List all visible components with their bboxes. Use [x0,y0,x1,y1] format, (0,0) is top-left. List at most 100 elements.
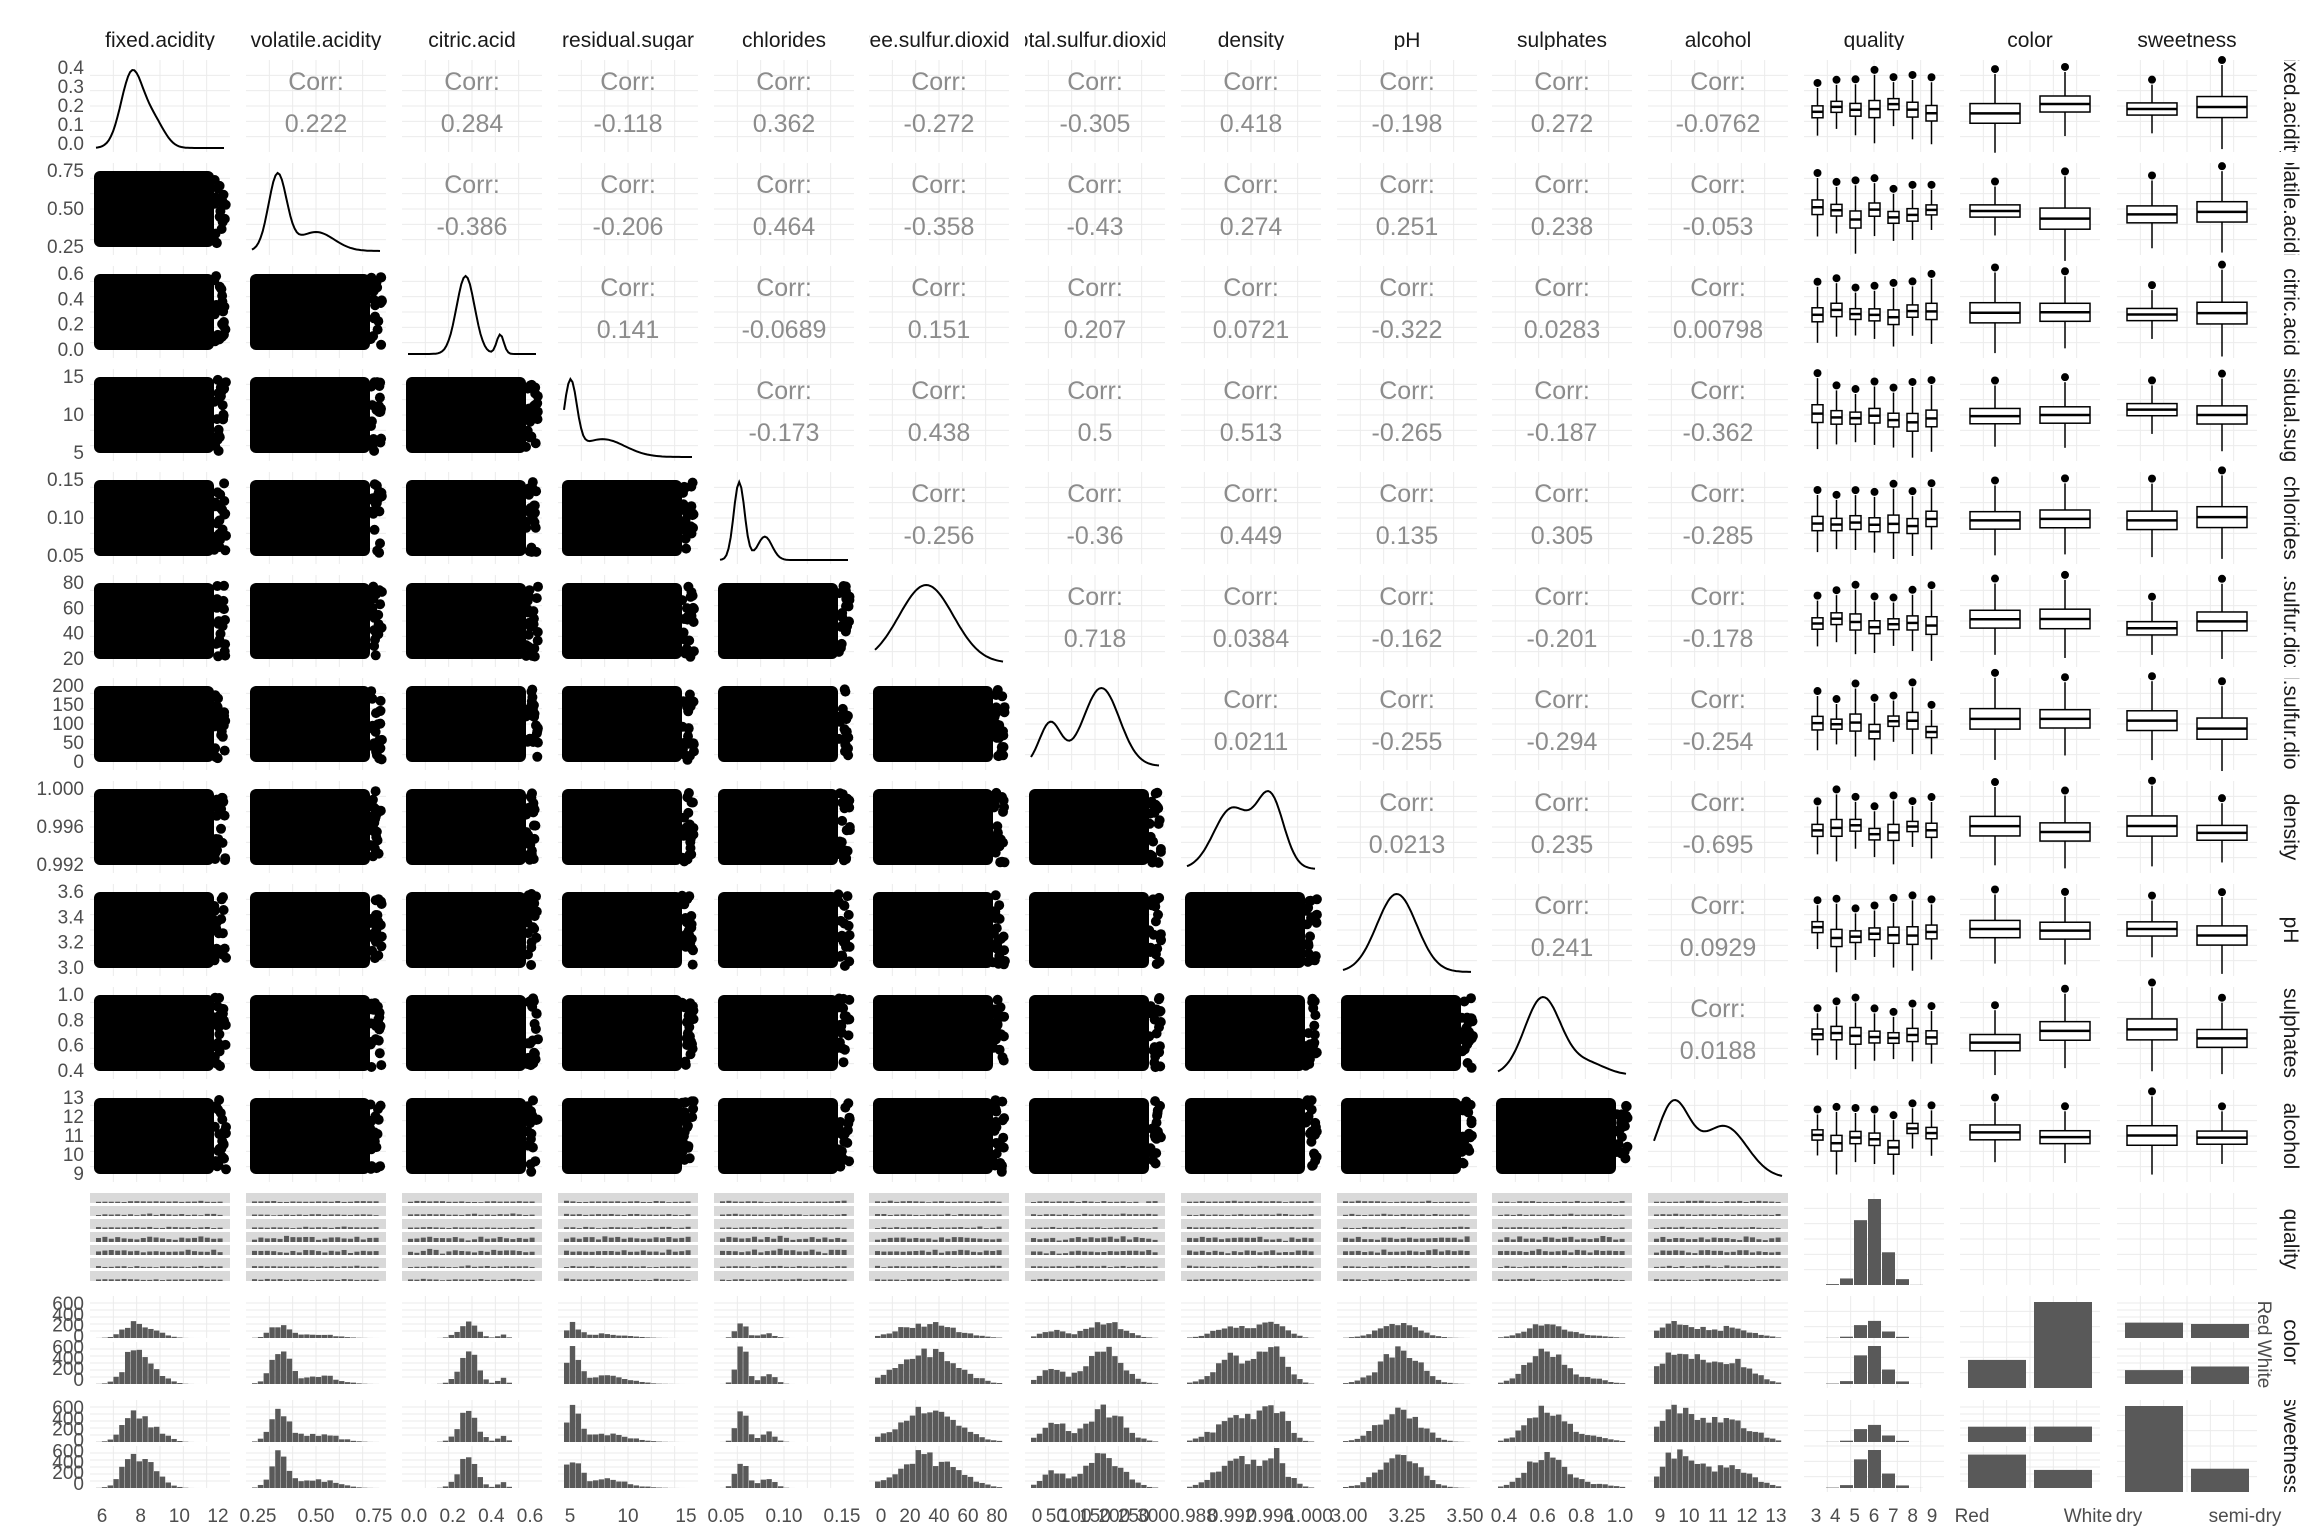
histogram-bar [875,1251,880,1255]
histogram-bar [1510,1202,1516,1203]
histogram-bar [1400,1251,1406,1255]
histogram-bar [1257,1236,1263,1242]
histogram-bar [1289,1266,1295,1268]
scatter-point [1462,1039,1473,1050]
histogram-bar [881,1214,887,1216]
panel [1804,266,1944,358]
panel [714,575,855,667]
scatter-point [677,595,688,606]
histogram-bar [108,1227,114,1229]
scatter-point [994,950,1005,961]
histogram-bar [134,1266,140,1268]
scatter-point [841,854,851,865]
histogram-bar [564,1213,569,1216]
scatter-cloud [1185,892,1305,968]
panel [1025,781,1166,873]
histogram-bar [777,1248,783,1255]
scatter-point [374,753,385,764]
facet-strip [558,1245,698,1255]
histogram-bar [764,1227,770,1229]
histogram-bar [1308,1238,1314,1242]
scatter-point [212,183,223,194]
histogram-bar [296,1266,302,1268]
histogram-bar [720,1266,725,1268]
corr-value: 0.135 [1376,522,1439,550]
histogram-bar [529,1214,535,1216]
histogram-bar [1394,1266,1400,1268]
row-header-label: residual.sugar [2279,349,2302,481]
panel [1804,575,1944,667]
histogram-bar [615,1227,621,1229]
facet-strip [869,1271,1009,1281]
scatter-point [532,723,543,734]
column-header: alcohol [1685,29,1752,50]
scatter-point [833,1126,844,1137]
histogram-bar [309,1266,315,1268]
histogram-bar [472,1266,477,1268]
histogram-bar [354,1214,360,1216]
scatter-point [1155,844,1166,854]
corr-title: Corr: [1067,377,1123,405]
boxplot-outlier [1889,479,1898,488]
scatter-point [218,905,229,915]
panel [1804,60,1944,152]
histogram-bar [726,1200,732,1203]
histogram-bar [732,1279,738,1281]
histogram-bar [348,1252,353,1255]
histogram-bar [589,1227,595,1229]
histogram-bar [328,1214,334,1216]
histogram-bar [758,1201,764,1203]
histogram-bar [1432,1238,1438,1242]
scatter-point [833,1156,844,1167]
column-header-label: free.sulfur.dioxide [857,29,1022,52]
panel: Corr:-0.362 [1648,369,1788,461]
histogram-bar [1193,1238,1199,1242]
histogram-bar [1426,1279,1432,1281]
histogram-bar [822,1214,828,1216]
histogram-bar [1199,1266,1205,1268]
histogram-bar [328,1279,334,1281]
scatter-point [679,812,690,823]
histogram-bar [570,1279,576,1281]
scatter-point [219,745,230,756]
corr-value: 0.251 [1376,213,1439,241]
histogram-bar [907,1201,912,1203]
panel [1804,884,1944,976]
histogram-bar [252,1279,257,1281]
scatter-point [214,1095,225,1105]
scatter-point [992,1019,1003,1030]
panel [246,163,386,255]
histogram-bar [354,1265,360,1268]
histogram-bar [367,1279,373,1281]
boxplot-outlier [1991,574,1999,583]
scatter-point [531,932,542,943]
histogram-bar [726,1266,732,1268]
histogram-bar [1426,1238,1432,1242]
histogram-bar [192,1237,197,1242]
scatter-point [370,786,381,797]
scatter-point [367,603,378,613]
panel: Corr:0.00798 [1648,266,1788,358]
histogram-bar [1343,1201,1348,1203]
scatter-cloud [94,892,214,968]
corr-title: Corr: [1379,789,1435,817]
histogram-bar [777,1265,783,1268]
histogram-bar [1043,1201,1049,1203]
scatter-point [844,930,855,941]
histogram-bar [1407,1237,1412,1242]
histogram-bar [510,1250,516,1255]
histogram-bar [408,1279,413,1281]
panel [90,60,230,152]
scatter-point [988,1042,999,1053]
histogram-bar [660,1214,665,1216]
scatter-cloud [250,995,370,1071]
scatter-cloud [406,583,526,659]
histogram-bar [1302,1227,1308,1229]
panel [2117,978,2257,1079]
panel [1025,884,1166,976]
panel: Corr:0.151 [869,266,1009,358]
histogram-bar [1387,1266,1393,1268]
histogram-bar [621,1250,627,1255]
histogram-bar [608,1266,614,1268]
histogram-bar [1407,1250,1412,1255]
